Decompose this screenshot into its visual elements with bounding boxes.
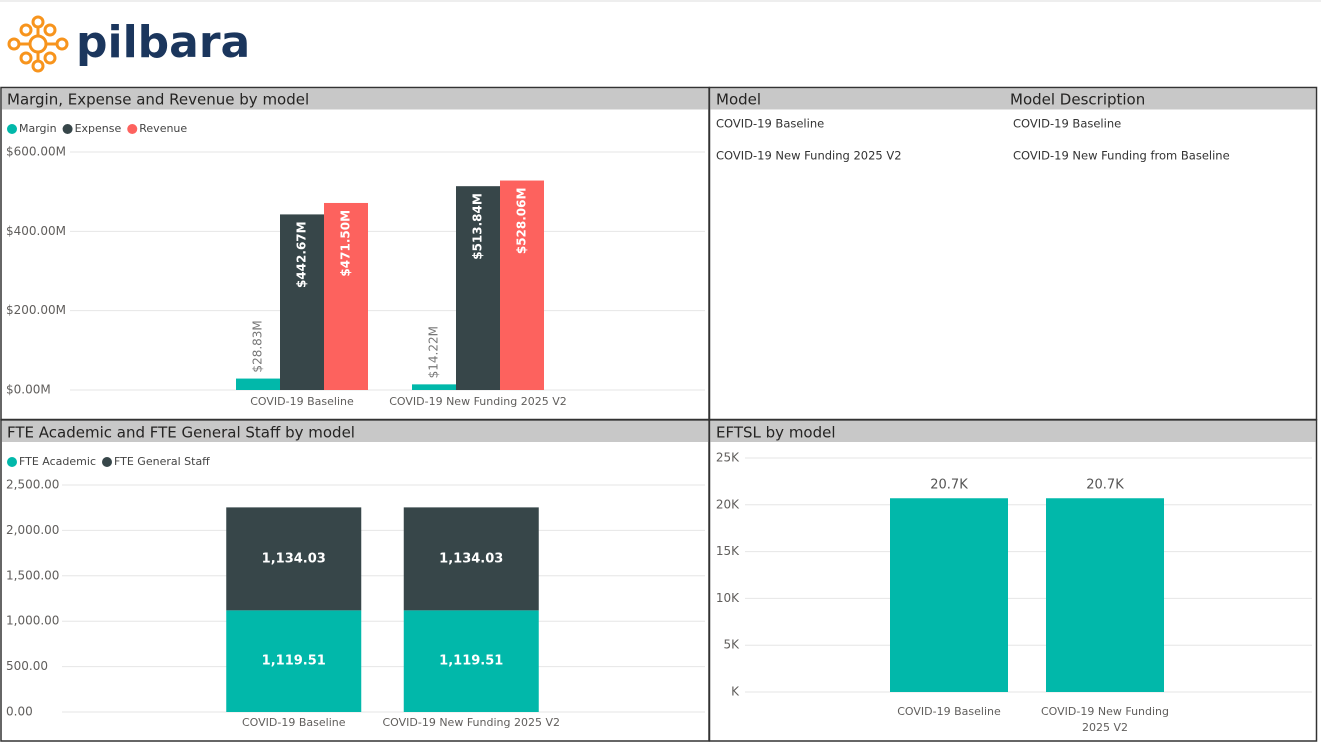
- panel-title: Margin, Expense and Revenue by model: [7, 91, 309, 109]
- logo-icon: [7, 15, 69, 73]
- data-label: 1,119.51: [439, 654, 503, 669]
- table-cell: COVID-19 Baseline: [716, 117, 824, 131]
- data-label: $442.67M: [295, 221, 309, 288]
- panel-title: EFTSL by model: [716, 424, 836, 442]
- y-tick-label: 500.00: [6, 659, 48, 673]
- x-tick-label: COVID-19 Baseline: [250, 395, 354, 408]
- legend-label: Margin: [19, 122, 57, 135]
- bar: [280, 214, 324, 390]
- y-tick-label: 5K: [723, 638, 740, 652]
- legend-swatch: [7, 457, 17, 467]
- table-header: Model Description: [1010, 91, 1145, 109]
- bar-segment: [226, 610, 362, 712]
- legend-swatch: [127, 124, 138, 134]
- x-tick-label: COVID-19 New Funding 2025 V2: [382, 716, 560, 729]
- x-tick-label: COVID-19 Baseline: [897, 705, 1001, 718]
- bar: [236, 378, 280, 390]
- data-label: $471.50M: [339, 210, 353, 277]
- data-label: 1,119.51: [262, 654, 326, 669]
- y-tick-label: $0.00M: [6, 383, 51, 397]
- legend-label: FTE Academic: [19, 455, 96, 468]
- bar: [1046, 498, 1164, 692]
- bar: [500, 180, 544, 390]
- y-tick-label: 1,000.00: [6, 614, 59, 628]
- y-tick-label: 2,500.00: [6, 478, 59, 492]
- data-label: 1,134.03: [262, 551, 326, 566]
- y-tick-label: 25K: [716, 451, 740, 465]
- y-tick-label: 2,000.00: [6, 523, 59, 537]
- x-tick-label: COVID-19 Baseline: [242, 716, 346, 729]
- panel-title: FTE Academic and FTE General Staff by mo…: [7, 424, 355, 442]
- legend-label: Revenue: [139, 122, 187, 135]
- y-tick-label: 10K: [716, 591, 740, 605]
- y-tick-label: K: [731, 685, 740, 699]
- legend-swatch: [102, 457, 112, 467]
- legend-swatch: [62, 124, 73, 134]
- y-tick-label: 20K: [716, 497, 740, 511]
- y-tick-label: 0.00: [6, 705, 33, 719]
- data-label: 20.7K: [1086, 478, 1124, 493]
- bar: [890, 498, 1008, 692]
- x-tick-label: COVID-19 New Funding 2025 V2: [1041, 705, 1169, 734]
- bar: [412, 384, 456, 390]
- bar-segment: [403, 610, 539, 712]
- data-label: $528.06M: [515, 188, 529, 255]
- legend-label: Expense: [75, 122, 122, 135]
- y-tick-label: 1,500.00: [6, 568, 59, 582]
- y-tick-label: $200.00M: [6, 303, 66, 317]
- x-tick-label: COVID-19 New Funding 2025 V2: [389, 395, 567, 408]
- y-tick-label: $400.00M: [6, 224, 66, 238]
- y-tick-label: 15K: [716, 544, 740, 558]
- data-label: 1,134.03: [439, 551, 503, 566]
- data-label: 20.7K: [930, 478, 968, 493]
- data-label: $28.83M: [251, 320, 265, 372]
- bar-segment: [226, 507, 362, 611]
- legend-label: FTE General Staff: [114, 455, 210, 468]
- logo-text: pilbara: [76, 17, 250, 68]
- bar-segment: [403, 507, 539, 611]
- bar: [456, 186, 500, 390]
- bar: [324, 202, 368, 390]
- panel-borders: [0, 86, 1318, 742]
- y-tick-label: $600.00M: [6, 145, 66, 159]
- table-cell: COVID-19 New Funding from Baseline: [1013, 149, 1230, 163]
- data-label: $14.22M: [427, 326, 441, 378]
- table-header: Model: [716, 91, 761, 109]
- data-label: $513.84M: [471, 193, 485, 260]
- legend-swatch: [7, 124, 17, 134]
- panel-title-bars: [2, 88, 1316, 442]
- table-cell: COVID-19 Baseline: [1013, 117, 1121, 131]
- table-cell: COVID-19 New Funding 2025 V2: [716, 149, 902, 163]
